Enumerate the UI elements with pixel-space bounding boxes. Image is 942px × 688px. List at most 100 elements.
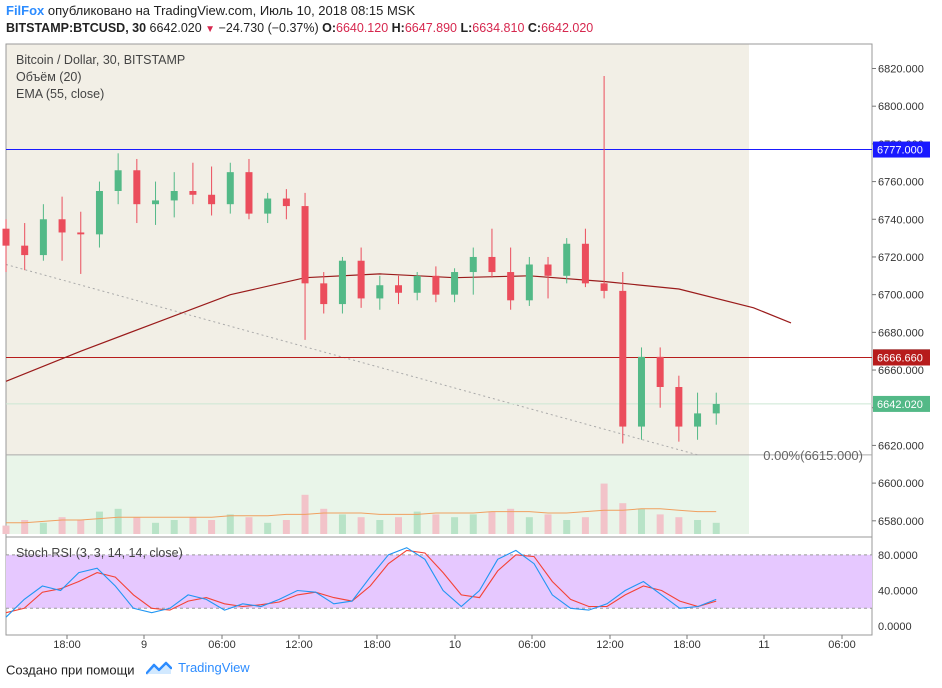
candle-body bbox=[600, 283, 608, 291]
candle-body bbox=[301, 206, 309, 284]
candle-body bbox=[170, 191, 178, 201]
candle-body bbox=[77, 232, 85, 235]
candle-body bbox=[544, 264, 552, 276]
time-tick-label: 18:00 bbox=[53, 639, 81, 650]
symbol-label: BITSTAMP:BTCUSD, 30 bbox=[6, 21, 147, 35]
stoch-tick-label: 0.0000 bbox=[878, 621, 912, 633]
volume-bar bbox=[600, 483, 608, 534]
candle-body bbox=[507, 272, 515, 301]
author-name[interactable]: FilFox bbox=[6, 3, 45, 18]
stoch-tick-label: 80.0000 bbox=[878, 550, 918, 562]
candle-body bbox=[469, 256, 477, 273]
tradingview-logo-icon bbox=[146, 661, 173, 674]
volume-bar bbox=[2, 525, 10, 534]
tradingview-link[interactable]: TradingView bbox=[146, 660, 250, 675]
price-change: −24.730 (−0.37%) bbox=[218, 21, 319, 35]
time-tick-label: 18:00 bbox=[363, 639, 391, 650]
price-marker-box bbox=[873, 349, 930, 366]
fib-label: 0.00%(6615.000) bbox=[763, 448, 863, 463]
ohlc-line: BITSTAMP:BTCUSD, 30 6642.020 ▼ −24.730 (… bbox=[6, 21, 593, 35]
time-tick-label: 06:00 bbox=[828, 639, 856, 650]
price-tick-label: 6700.000 bbox=[878, 290, 924, 302]
ema-legend: EMA (55, close) bbox=[16, 87, 105, 101]
volume-bar bbox=[563, 520, 571, 534]
time-tick-label: 12:00 bbox=[596, 639, 624, 650]
candle-body bbox=[189, 191, 197, 195]
candle-body bbox=[581, 243, 589, 284]
volume-bar bbox=[525, 517, 533, 534]
last-price: 6642.020 bbox=[149, 21, 202, 35]
stoch-tick-label: 40.0000 bbox=[878, 585, 918, 597]
candle-body bbox=[114, 170, 122, 191]
candle-body bbox=[208, 194, 216, 205]
footer: Создано при помощи TradingView bbox=[6, 660, 250, 678]
volume-bar bbox=[282, 520, 290, 534]
chart-title-legend: Bitcoin / Dollar, 30, BITSTAMP bbox=[16, 53, 186, 67]
volume-bar bbox=[619, 503, 627, 534]
volume-bar bbox=[133, 517, 141, 534]
volume-bar bbox=[376, 520, 384, 534]
volume-bar bbox=[451, 517, 459, 534]
price-marker-label: 6666.660 bbox=[877, 352, 923, 364]
candle-body bbox=[451, 272, 459, 295]
volume-bar bbox=[152, 522, 160, 534]
candle-body bbox=[395, 285, 403, 293]
volume-bar bbox=[21, 520, 29, 534]
time-tick-label: 18:00 bbox=[673, 639, 701, 650]
open-value: 6640.120 bbox=[336, 21, 389, 35]
high-value: 6647.890 bbox=[404, 21, 457, 35]
candle-body bbox=[152, 200, 160, 205]
candle-body bbox=[2, 228, 10, 246]
price-tick-label: 6680.000 bbox=[878, 327, 924, 339]
candle-body bbox=[245, 172, 253, 214]
candle-body bbox=[432, 275, 440, 295]
volume-bar bbox=[114, 508, 122, 534]
volume-bar bbox=[264, 522, 272, 534]
low-value: 6634.810 bbox=[472, 21, 525, 35]
time-tick-label: 11 bbox=[758, 639, 769, 650]
high-label: H: bbox=[391, 21, 405, 35]
down-arrow-icon: ▼ bbox=[205, 24, 216, 35]
time-tick-label: 12:00 bbox=[285, 639, 313, 650]
candle-body bbox=[488, 256, 496, 273]
stoch-legend: Stoch RSI (3, 3, 14, 14, close) bbox=[16, 546, 183, 560]
candle-body bbox=[133, 170, 141, 205]
volume-ma-line bbox=[6, 508, 717, 524]
candle-body bbox=[264, 198, 272, 214]
volume-bar bbox=[413, 511, 421, 534]
time-tick-label: 9 bbox=[141, 639, 147, 650]
price-tick-label: 6720.000 bbox=[878, 252, 924, 264]
stoch-band bbox=[6, 554, 872, 609]
volume-bar bbox=[637, 508, 645, 534]
published-text: опубликовано на TradingView.com, Июль 10… bbox=[47, 3, 416, 18]
volume-bar bbox=[712, 522, 720, 534]
volume-bar bbox=[245, 517, 253, 534]
price-tick-label: 6820.000 bbox=[878, 64, 924, 76]
volume-bar bbox=[432, 514, 440, 534]
volume-bar bbox=[95, 511, 103, 534]
close-value: 6642.020 bbox=[541, 21, 594, 35]
volume-bar bbox=[507, 508, 515, 534]
volume-bar bbox=[581, 517, 589, 534]
created-with-text: Создано при помощи bbox=[6, 662, 135, 678]
price-tick-label: 6600.000 bbox=[878, 478, 924, 490]
candle-body bbox=[282, 198, 290, 207]
volume-bar bbox=[208, 520, 216, 534]
price-tick-label: 6580.000 bbox=[878, 516, 924, 528]
price-tick-label: 6760.000 bbox=[878, 177, 924, 189]
price-tick-label: 6740.000 bbox=[878, 214, 924, 226]
candle-body bbox=[58, 219, 66, 233]
candle-body bbox=[357, 260, 365, 299]
price-marker-label: 6642.020 bbox=[877, 399, 923, 411]
price-marker-box bbox=[873, 141, 930, 158]
volume-bar bbox=[357, 517, 365, 534]
candle-body bbox=[338, 260, 346, 305]
price-chart[interactable]: 6820.0006800.0006780.0006760.0006740.000… bbox=[0, 0, 942, 650]
volume-bar bbox=[694, 520, 702, 534]
price-marker-label: 6777.000 bbox=[877, 145, 923, 157]
volume-bar bbox=[544, 514, 552, 534]
volume-bar bbox=[77, 520, 85, 534]
volume-bar bbox=[338, 514, 346, 534]
candle-body bbox=[413, 275, 421, 293]
candle-body bbox=[656, 356, 664, 387]
